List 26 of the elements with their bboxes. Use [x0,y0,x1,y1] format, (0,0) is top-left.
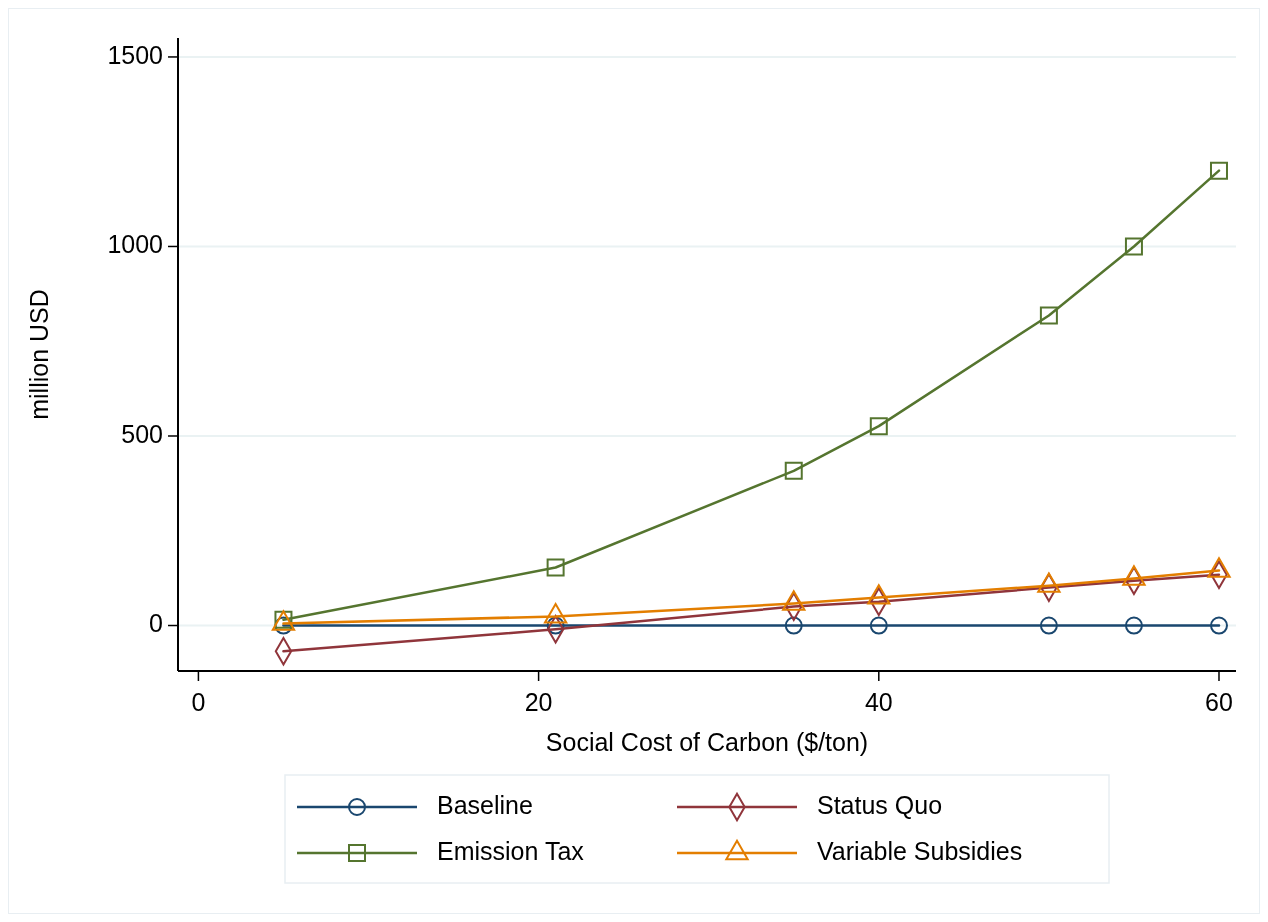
point [784,616,803,635]
legend-label: Variable Subsidies [817,836,1023,865]
point [1039,306,1058,325]
point [546,616,565,635]
y-tick-label: 0 [149,609,163,638]
point [1209,161,1228,180]
point [1039,616,1058,635]
x-tick-label: 20 [524,688,553,716]
y-axis-title: million USD [25,289,53,420]
point [784,461,803,480]
point [1209,616,1228,635]
point [1124,616,1143,635]
point [1124,237,1143,256]
point [869,417,888,436]
x-tick-label: 0 [191,688,206,716]
legend-label: Baseline [437,790,533,819]
y-tick-label: 1000 [107,230,163,259]
x-tick-label: 40 [864,688,893,716]
point [546,558,565,577]
y-tick-label: 500 [121,419,163,448]
legend-label: Emission Tax [437,836,585,865]
legend-label: Status Quo [817,790,943,819]
y-tick-label: 1500 [107,40,163,69]
x-axis-title: Social Cost of Carbon ($/ton) [545,728,869,756]
x-tick-label: 60 [1205,688,1233,716]
point [869,616,888,635]
